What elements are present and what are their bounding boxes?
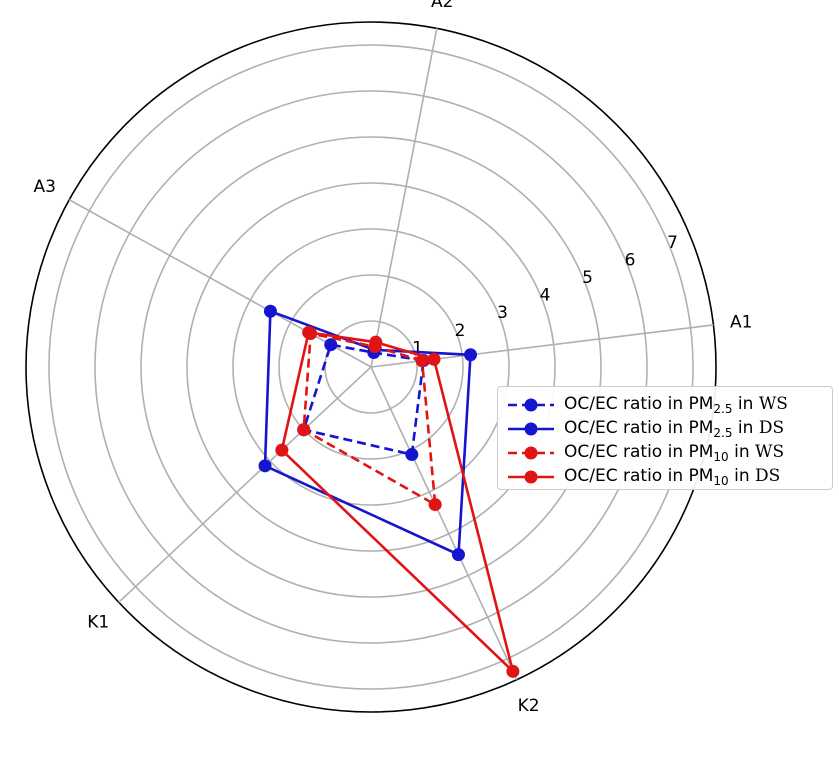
series-3-point-a2 — [369, 335, 383, 349]
grid-circle — [232, 228, 510, 506]
grid-circle — [278, 274, 464, 460]
radial-tick-3: 3 — [497, 303, 508, 323]
series-line-2 — [302, 331, 437, 507]
series-3-point-a1 — [427, 352, 441, 366]
spoke-k2 — [370, 366, 518, 681]
series-1-point-k1 — [258, 459, 272, 473]
legend-swatch — [508, 398, 554, 412]
series-3-point-a3 — [302, 325, 316, 339]
series-2-point-k2 — [428, 498, 442, 512]
series-1-point-a1 — [464, 348, 478, 362]
legend-item-2: OC/EC ratio in PM10 in WS — [498, 441, 834, 465]
series-line-3 — [280, 330, 516, 676]
radial-tick-1: 1 — [412, 338, 423, 358]
radar-grid — [25, 21, 717, 713]
legend-swatch — [508, 446, 554, 460]
axis-label-a3: A3 — [34, 177, 56, 197]
series-1-point-a3 — [263, 304, 277, 318]
legend-swatch — [508, 470, 554, 484]
series-2-point-k1 — [297, 423, 311, 437]
grid-circle — [48, 44, 694, 690]
legend-label: OC/EC ratio in PM2.5 in WS — [564, 394, 788, 416]
series-line-1 — [263, 309, 472, 557]
radial-tick-5: 5 — [582, 268, 593, 288]
series-layer — [258, 304, 520, 678]
radial-tick-labels: 1 2 3 4 5 6 7 — [412, 233, 678, 359]
radial-tick-2: 2 — [455, 321, 466, 341]
legend: OC/EC ratio in PM2.5 in WS OC/EC ratio in… — [497, 386, 833, 490]
axis-labels: A1 A2 A3 K1 K2 — [34, 0, 753, 716]
series-0-point-k2 — [405, 448, 419, 462]
spoke-a3 — [68, 199, 372, 368]
series-3-point-k2 — [506, 664, 520, 678]
radial-tick-6: 6 — [625, 250, 636, 270]
series-0-point-a3 — [324, 338, 338, 352]
legend-item-3: OC/EC ratio in PM10 in DS — [498, 465, 834, 489]
axis-label-a2: A2 — [431, 0, 453, 12]
outer-frame — [25, 21, 717, 713]
legend-label: OC/EC ratio in PM10 in WS — [564, 442, 785, 464]
spoke-a2 — [370, 28, 438, 368]
series-3-point-k1 — [275, 443, 289, 457]
radial-tick-4: 4 — [540, 286, 551, 306]
radar-spokes — [68, 28, 714, 681]
axis-label-k1: K1 — [87, 612, 109, 632]
series-1-point-k2 — [451, 548, 465, 562]
legend-item-0: OC/EC ratio in PM2.5 in WS — [498, 393, 834, 417]
axis-label-a1: A1 — [730, 313, 752, 333]
legend-label: OC/EC ratio in PM2.5 in DS — [564, 418, 785, 440]
legend-swatch — [508, 422, 554, 436]
axis-label-k2: K2 — [518, 696, 540, 716]
radial-tick-7: 7 — [667, 233, 678, 253]
spoke-k1 — [118, 366, 372, 603]
grid-circle — [186, 182, 556, 552]
grid-circle — [140, 136, 602, 598]
series-line-0 — [302, 343, 425, 457]
legend-item-1: OC/EC ratio in PM2.5 in DS — [498, 417, 834, 441]
grid-circle — [94, 90, 648, 644]
legend-label: OC/EC ratio in PM10 in DS — [564, 466, 781, 488]
